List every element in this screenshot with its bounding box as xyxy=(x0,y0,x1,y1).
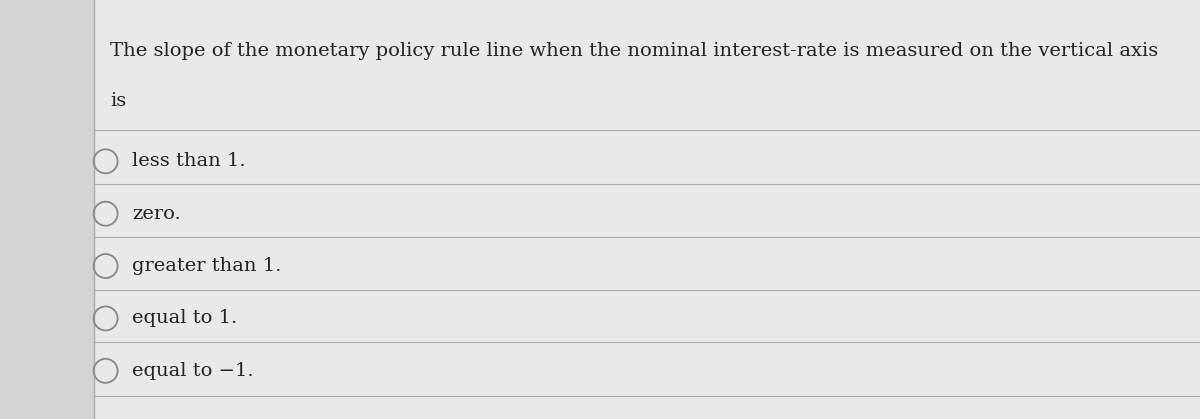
Text: greater than 1.: greater than 1. xyxy=(132,257,281,275)
Text: less than 1.: less than 1. xyxy=(132,153,246,170)
Text: is: is xyxy=(110,92,127,110)
Text: zero.: zero. xyxy=(132,205,181,222)
Text: The slope of the monetary policy rule line when the nominal interest‐rate is mea: The slope of the monetary policy rule li… xyxy=(110,42,1159,60)
Text: equal to −1.: equal to −1. xyxy=(132,362,253,380)
Text: equal to 1.: equal to 1. xyxy=(132,310,238,327)
